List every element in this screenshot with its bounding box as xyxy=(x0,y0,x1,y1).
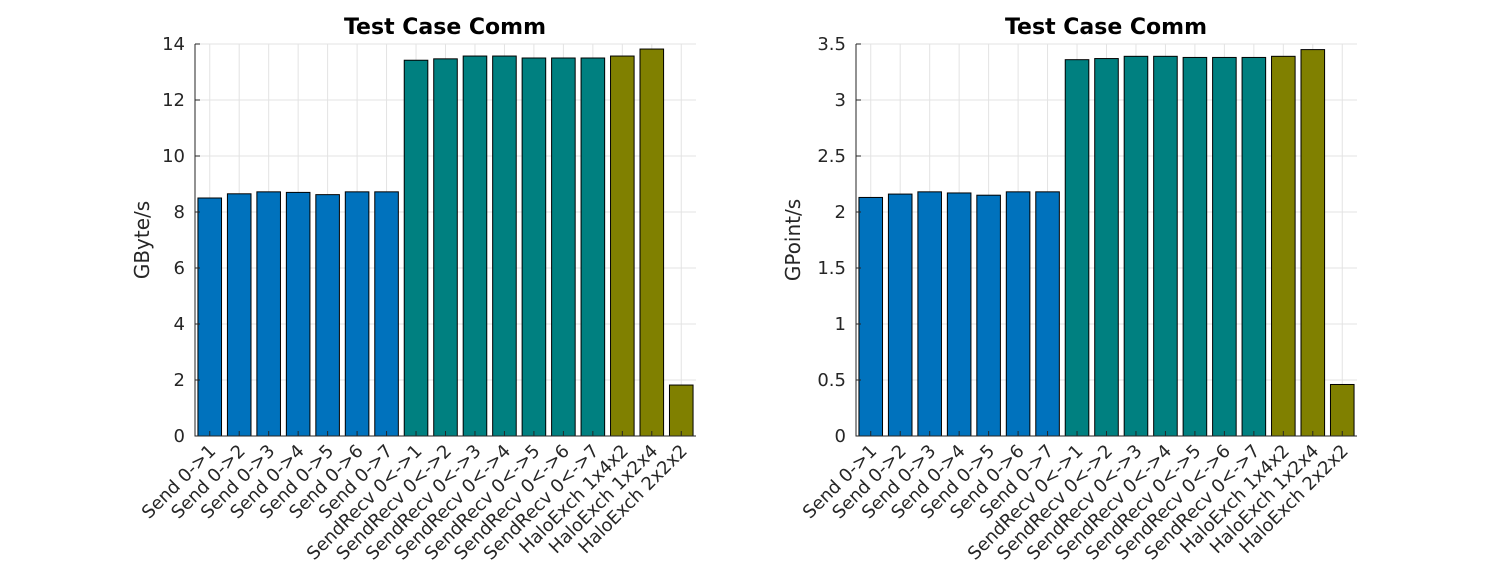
bar xyxy=(285,191,311,437)
y-tick-label: 2 xyxy=(835,202,846,223)
y-tick-label: 1.5 xyxy=(817,258,846,279)
chart-gpoint: Test Case Comm GPoint/s 0 0.5 1 1.5 2 2.5 3 3.5… xyxy=(781,15,1357,564)
bar xyxy=(1035,191,1060,437)
bar xyxy=(668,384,694,437)
bar xyxy=(433,58,458,437)
y-tick-label: 4 xyxy=(174,314,185,335)
bar xyxy=(315,194,340,437)
y-tick-label: 3 xyxy=(835,90,846,111)
bar xyxy=(1212,56,1237,437)
bar xyxy=(1123,55,1149,437)
y-tick-label: 14 xyxy=(162,34,185,55)
bar xyxy=(1271,55,1296,437)
bar xyxy=(1329,383,1355,437)
bar xyxy=(492,55,517,437)
bar xyxy=(639,48,665,437)
bar xyxy=(887,193,913,437)
y-axis-label: GPoint/s xyxy=(781,199,805,281)
bar xyxy=(256,191,281,437)
bar xyxy=(1182,56,1208,437)
bar xyxy=(1241,56,1267,437)
bar xyxy=(1005,191,1031,437)
y-axis-label: GByte/s xyxy=(130,201,154,279)
chart-title: Test Case Comm xyxy=(1005,15,1207,40)
bar xyxy=(344,191,370,437)
bar xyxy=(976,194,1001,437)
bar xyxy=(462,55,488,437)
y-tick-label: 10 xyxy=(162,146,185,167)
bar xyxy=(946,192,972,437)
y-tick-label: 6 xyxy=(174,258,185,279)
bar xyxy=(1300,49,1326,437)
bar xyxy=(551,57,576,437)
y-tick-label: 0.5 xyxy=(817,370,846,391)
y-tick-label: 1 xyxy=(835,314,846,335)
bar xyxy=(858,196,884,437)
chart-title: Test Case Comm xyxy=(344,15,546,40)
bar xyxy=(580,57,606,437)
bar xyxy=(403,59,429,437)
bar xyxy=(1153,55,1178,437)
y-tick-label: 2.5 xyxy=(817,146,846,167)
bar xyxy=(521,57,547,437)
bar xyxy=(226,193,252,437)
y-tick-label: 8 xyxy=(174,202,185,223)
bar xyxy=(197,197,223,437)
bar xyxy=(610,55,635,437)
y-tick-label: 3.5 xyxy=(817,34,846,55)
bar xyxy=(374,191,399,437)
y-tick-label: 2 xyxy=(174,370,185,391)
bar xyxy=(1064,59,1090,437)
bar xyxy=(1094,58,1119,437)
y-tick-label: 0 xyxy=(174,426,185,447)
y-tick-label: 0 xyxy=(835,426,846,447)
bar xyxy=(917,191,942,437)
y-tick-label: 12 xyxy=(162,90,185,111)
